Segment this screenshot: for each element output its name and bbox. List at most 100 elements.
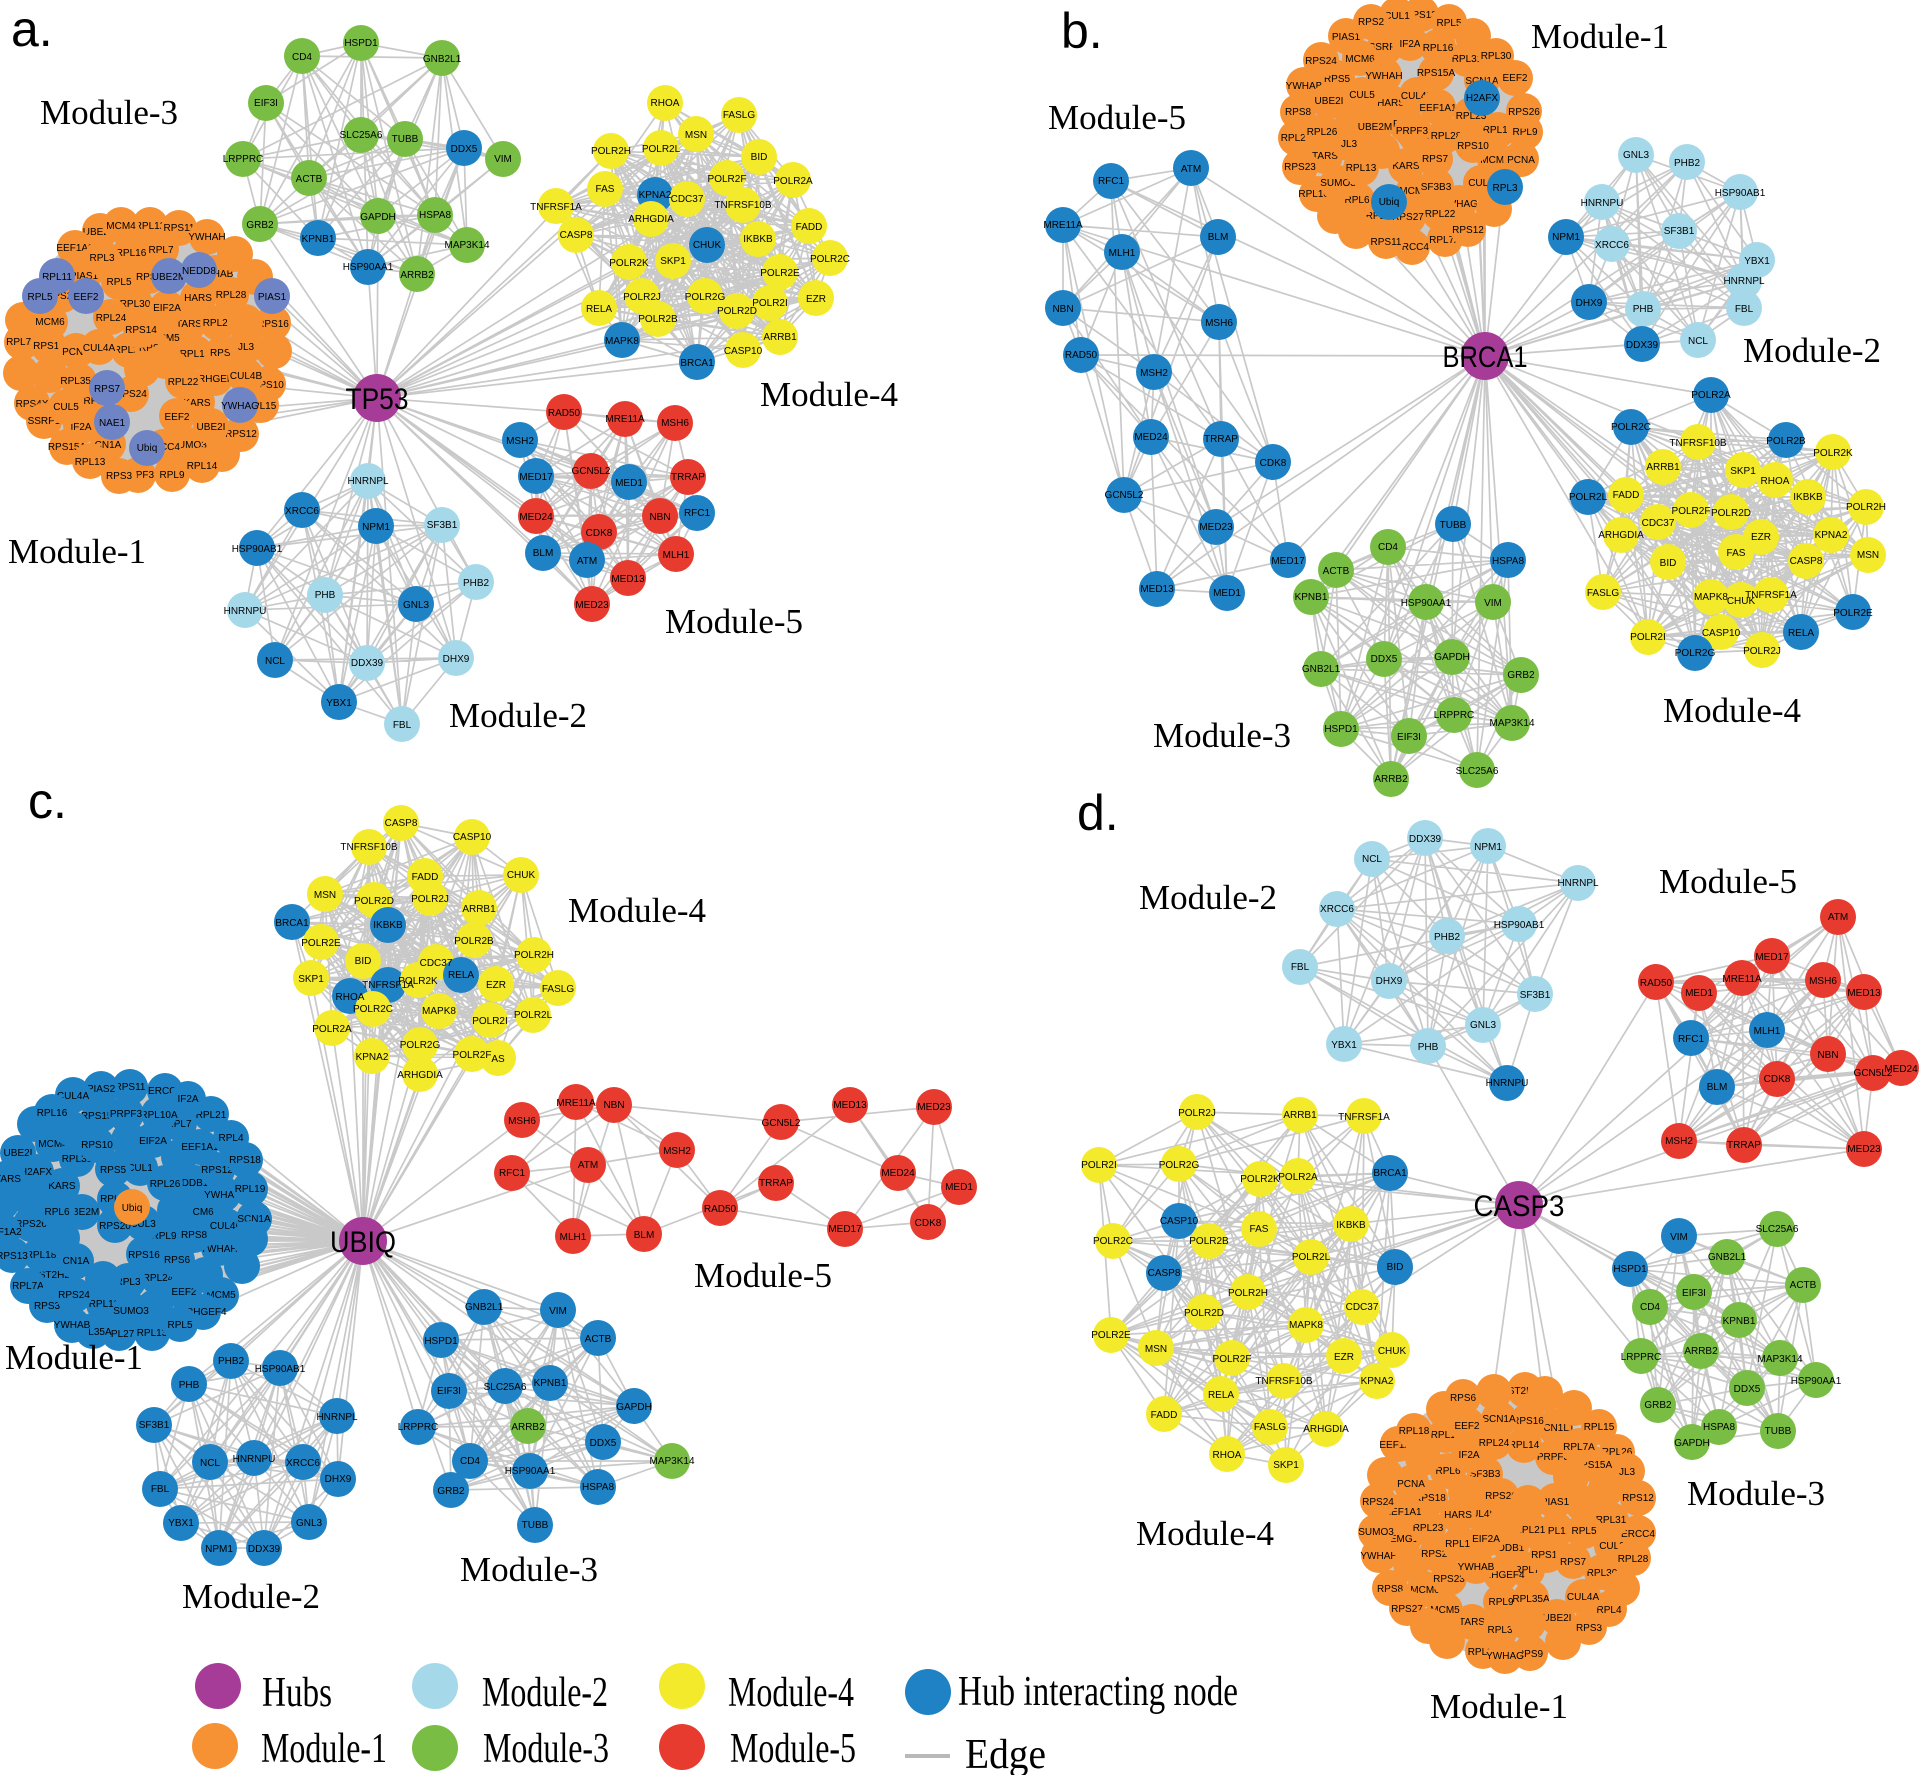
svg-text:BLM: BLM xyxy=(1707,1082,1728,1093)
svg-text:GCN5L2: GCN5L2 xyxy=(1854,1068,1893,1079)
svg-text:PIAS1: PIAS1 xyxy=(258,292,287,303)
svg-text:RPS6: RPS6 xyxy=(1450,1393,1477,1404)
svg-text:POLR2J: POLR2J xyxy=(623,292,661,303)
svg-text:MED17: MED17 xyxy=(1755,952,1789,963)
svg-text:POLR2L: POLR2L xyxy=(1292,1252,1331,1263)
svg-text:MED1: MED1 xyxy=(615,478,643,489)
svg-text:GNL3: GNL3 xyxy=(1470,1020,1497,1031)
svg-text:ARRB1: ARRB1 xyxy=(1646,462,1680,473)
svg-text:CASP10: CASP10 xyxy=(724,346,763,357)
svg-text:Hubs: Hubs xyxy=(262,1670,332,1716)
svg-text:SUMO3: SUMO3 xyxy=(113,1306,149,1317)
svg-text:RAD50: RAD50 xyxy=(1065,350,1098,361)
svg-text:Module-4: Module-4 xyxy=(760,375,898,414)
svg-text:CASP3: CASP3 xyxy=(1474,1190,1565,1223)
svg-text:GCN5L2: GCN5L2 xyxy=(1105,490,1144,501)
svg-text:MCM5: MCM5 xyxy=(1430,1605,1460,1616)
svg-text:KPNA2: KPNA2 xyxy=(639,190,672,201)
svg-text:RPL13: RPL13 xyxy=(75,457,106,468)
svg-text:POLR2E: POLR2E xyxy=(760,268,800,279)
svg-text:YBX1: YBX1 xyxy=(168,1518,194,1529)
svg-text:MED23: MED23 xyxy=(917,1102,951,1113)
svg-text:Hub interacting node: Hub interacting node xyxy=(958,1669,1238,1715)
svg-text:RPL11: RPL11 xyxy=(1445,1539,1475,1550)
svg-text:RPL9: RPL9 xyxy=(1512,127,1537,138)
svg-text:NPM1: NPM1 xyxy=(1552,232,1580,243)
svg-text:SUMO3: SUMO3 xyxy=(1320,178,1356,189)
svg-text:KPNA2: KPNA2 xyxy=(1815,530,1848,541)
svg-text:RPS7: RPS7 xyxy=(1422,154,1449,165)
svg-text:RPS20: RPS20 xyxy=(1421,1549,1453,1560)
svg-text:XRCC6: XRCC6 xyxy=(1595,240,1629,251)
svg-text:PHB2: PHB2 xyxy=(1434,932,1461,943)
svg-text:HARS: HARS xyxy=(1444,1510,1472,1521)
svg-text:CHUK: CHUK xyxy=(1727,596,1756,607)
svg-text:TRRAP: TRRAP xyxy=(1727,1140,1761,1151)
svg-text:YWHAH: YWHAH xyxy=(188,232,225,243)
svg-text:MSH6: MSH6 xyxy=(661,418,689,429)
svg-text:RPL7A: RPL7A xyxy=(12,1281,44,1292)
svg-text:XRCC6: XRCC6 xyxy=(285,506,319,517)
svg-text:SF3B3: SF3B3 xyxy=(1421,182,1452,193)
svg-text:MCM6: MCM6 xyxy=(1345,54,1375,65)
svg-text:MRE11A: MRE11A xyxy=(605,414,645,425)
svg-text:EEF2: EEF2 xyxy=(1454,1421,1479,1432)
svg-text:RPL30: RPL30 xyxy=(1587,1568,1618,1579)
svg-text:IKBKB: IKBKB xyxy=(743,234,773,245)
svg-text:CUL4B: CUL4B xyxy=(1464,1509,1497,1520)
svg-text:ATM: ATM xyxy=(1181,164,1201,175)
svg-text:ARRB2: ARRB2 xyxy=(511,1422,545,1433)
svg-text:HSP90AA1: HSP90AA1 xyxy=(505,1466,556,1477)
svg-text:KPNB1: KPNB1 xyxy=(1723,1316,1756,1327)
svg-text:RPS11: RPS11 xyxy=(115,1082,146,1093)
svg-text:HNRNPU: HNRNPU xyxy=(224,606,267,617)
svg-text:EEF1A1: EEF1A1 xyxy=(1419,103,1457,114)
svg-text:NCL: NCL xyxy=(200,1458,220,1469)
svg-text:RPL3: RPL3 xyxy=(89,253,114,264)
svg-text:POLR2E: POLR2E xyxy=(1833,608,1873,619)
svg-text:ACTB: ACTB xyxy=(1323,566,1350,577)
svg-text:RPL22: RPL22 xyxy=(1425,209,1456,220)
svg-text:UBE2I: UBE2I xyxy=(1543,1613,1572,1624)
svg-text:RPS5: RPS5 xyxy=(100,1165,127,1176)
svg-text:GNL3: GNL3 xyxy=(1623,150,1650,161)
svg-text:FADD: FADD xyxy=(412,872,439,883)
svg-text:RPL7: RPL7 xyxy=(166,1119,191,1130)
svg-text:RPL19: RPL19 xyxy=(1431,1430,1462,1441)
svg-text:MCM6: MCM6 xyxy=(184,1207,214,1218)
svg-text:Module-1: Module-1 xyxy=(8,532,146,571)
svg-text:RPL21: RPL21 xyxy=(196,1110,227,1121)
svg-text:Module-2: Module-2 xyxy=(1139,878,1277,917)
svg-text:YBX1: YBX1 xyxy=(326,698,352,709)
svg-text:ARHGEF4: ARHGEF4 xyxy=(179,1307,227,1318)
svg-text:RPS16: RPS16 xyxy=(1512,1416,1544,1427)
svg-text:RPS2: RPS2 xyxy=(210,348,237,359)
svg-text:CUL1: CUL1 xyxy=(127,1163,153,1174)
svg-text:VIM: VIM xyxy=(549,1306,567,1317)
svg-text:RPS8: RPS8 xyxy=(1377,1584,1404,1595)
svg-text:EIF3I: EIF3I xyxy=(254,98,278,109)
svg-text:MSH2: MSH2 xyxy=(1665,1136,1693,1147)
svg-text:POLR2E: POLR2E xyxy=(1091,1330,1131,1341)
svg-text:PHB: PHB xyxy=(1418,1042,1439,1053)
svg-text:POLR2K: POLR2K xyxy=(1240,1174,1280,1185)
svg-text:RPL28: RPL28 xyxy=(1431,131,1462,142)
svg-text:POLR2F: POLR2F xyxy=(453,1050,492,1061)
svg-text:DDX39: DDX39 xyxy=(248,1544,281,1555)
svg-text:RPL26: RPL26 xyxy=(114,345,145,356)
svg-text:FAS: FAS xyxy=(1250,1224,1269,1235)
svg-text:ARHGEF4: ARHGEF4 xyxy=(191,374,239,385)
svg-text:PIAS1: PIAS1 xyxy=(70,271,99,282)
svg-text:RPS9: RPS9 xyxy=(1517,1649,1544,1660)
svg-text:PHB2: PHB2 xyxy=(218,1356,245,1367)
svg-text:Module-2: Module-2 xyxy=(449,696,587,735)
svg-text:NAE1: NAE1 xyxy=(99,418,126,429)
svg-text:Module-3: Module-3 xyxy=(460,1550,598,1589)
svg-text:Module-5: Module-5 xyxy=(665,602,803,641)
svg-text:TRRAP: TRRAP xyxy=(759,1178,793,1189)
svg-text:ERCC4: ERCC4 xyxy=(1395,242,1429,253)
svg-text:RHOA: RHOA xyxy=(651,98,680,109)
svg-text:CDK8: CDK8 xyxy=(915,1218,942,1229)
svg-text:GRB2: GRB2 xyxy=(1507,670,1535,681)
svg-text:EMG1: EMG1 xyxy=(1390,1534,1419,1545)
